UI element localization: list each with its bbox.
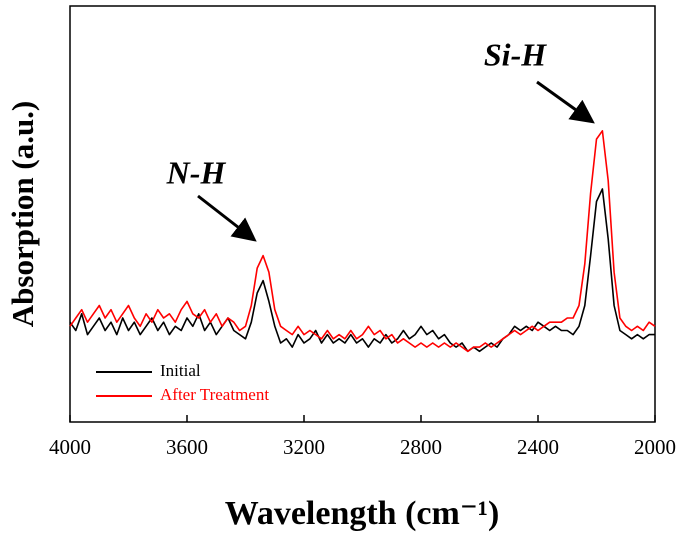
- series-line: [69, 130, 656, 353]
- x-tick-label: 2000: [634, 435, 676, 459]
- annotation-arrow: [197, 194, 257, 242]
- x-tick-label: 4000: [49, 435, 91, 459]
- x-tick-label: 3600: [166, 435, 208, 459]
- x-tick-label: 3200: [283, 435, 325, 459]
- legend-label: Initial: [160, 361, 201, 380]
- x-tick-label: 2400: [517, 435, 559, 459]
- legend-label: After Treatment: [160, 385, 269, 404]
- plot-frame: [69, 5, 656, 423]
- series-line: [69, 188, 655, 353]
- annotation: Si-H: [484, 36, 547, 72]
- x-tick-label: 2800: [400, 435, 442, 459]
- x-axis-label: Wavelength (cm⁻¹): [225, 495, 500, 532]
- y-axis-label: Absorption (a.u.): [5, 101, 40, 328]
- annotation: N-H: [166, 154, 227, 190]
- annotation-arrow: [536, 80, 595, 124]
